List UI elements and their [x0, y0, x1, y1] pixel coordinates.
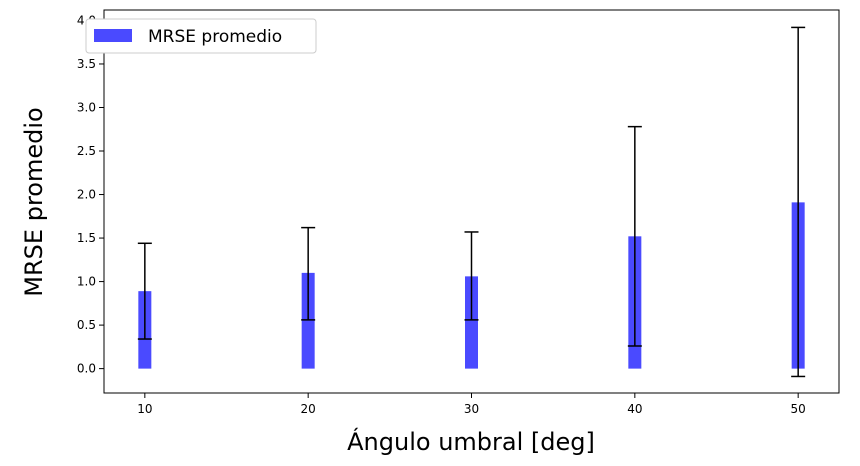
x-tick-label: 50: [791, 402, 806, 416]
y-tick-label: 3.5: [77, 57, 96, 71]
y-axis-title: MRSE promedio: [20, 107, 48, 296]
legend: MRSE promedio: [85, 18, 317, 54]
y-tick-label: 3.0: [77, 100, 96, 114]
x-axis-ticks: 10 20 30 40 50: [137, 393, 806, 416]
x-axis-title: Ángulo umbral [deg]: [347, 427, 595, 456]
y-tick-label: 2.0: [77, 188, 96, 202]
x-tick-label: 30: [464, 402, 479, 416]
x-tick-label: 20: [301, 402, 316, 416]
legend-frame: [85, 18, 317, 54]
y-tick-label: 0.0: [77, 362, 96, 376]
legend-label: MRSE promedio: [148, 27, 282, 47]
y-axis-ticks: 0.00.51.01.52.02.53.03.54.0: [77, 13, 104, 376]
y-tick-label: 1.0: [77, 275, 96, 289]
bar-30: [465, 276, 478, 369]
legend-swatch: [94, 29, 132, 42]
x-tick-label: 40: [627, 402, 642, 416]
x-tick-label: 10: [137, 402, 152, 416]
y-tick-label: 2.5: [77, 144, 96, 158]
y-tick-label: 1.5: [77, 231, 96, 245]
y-tick-label: 0.5: [77, 318, 96, 332]
error-bars-layer: [137, 26, 806, 378]
bar-20: [301, 272, 315, 369]
